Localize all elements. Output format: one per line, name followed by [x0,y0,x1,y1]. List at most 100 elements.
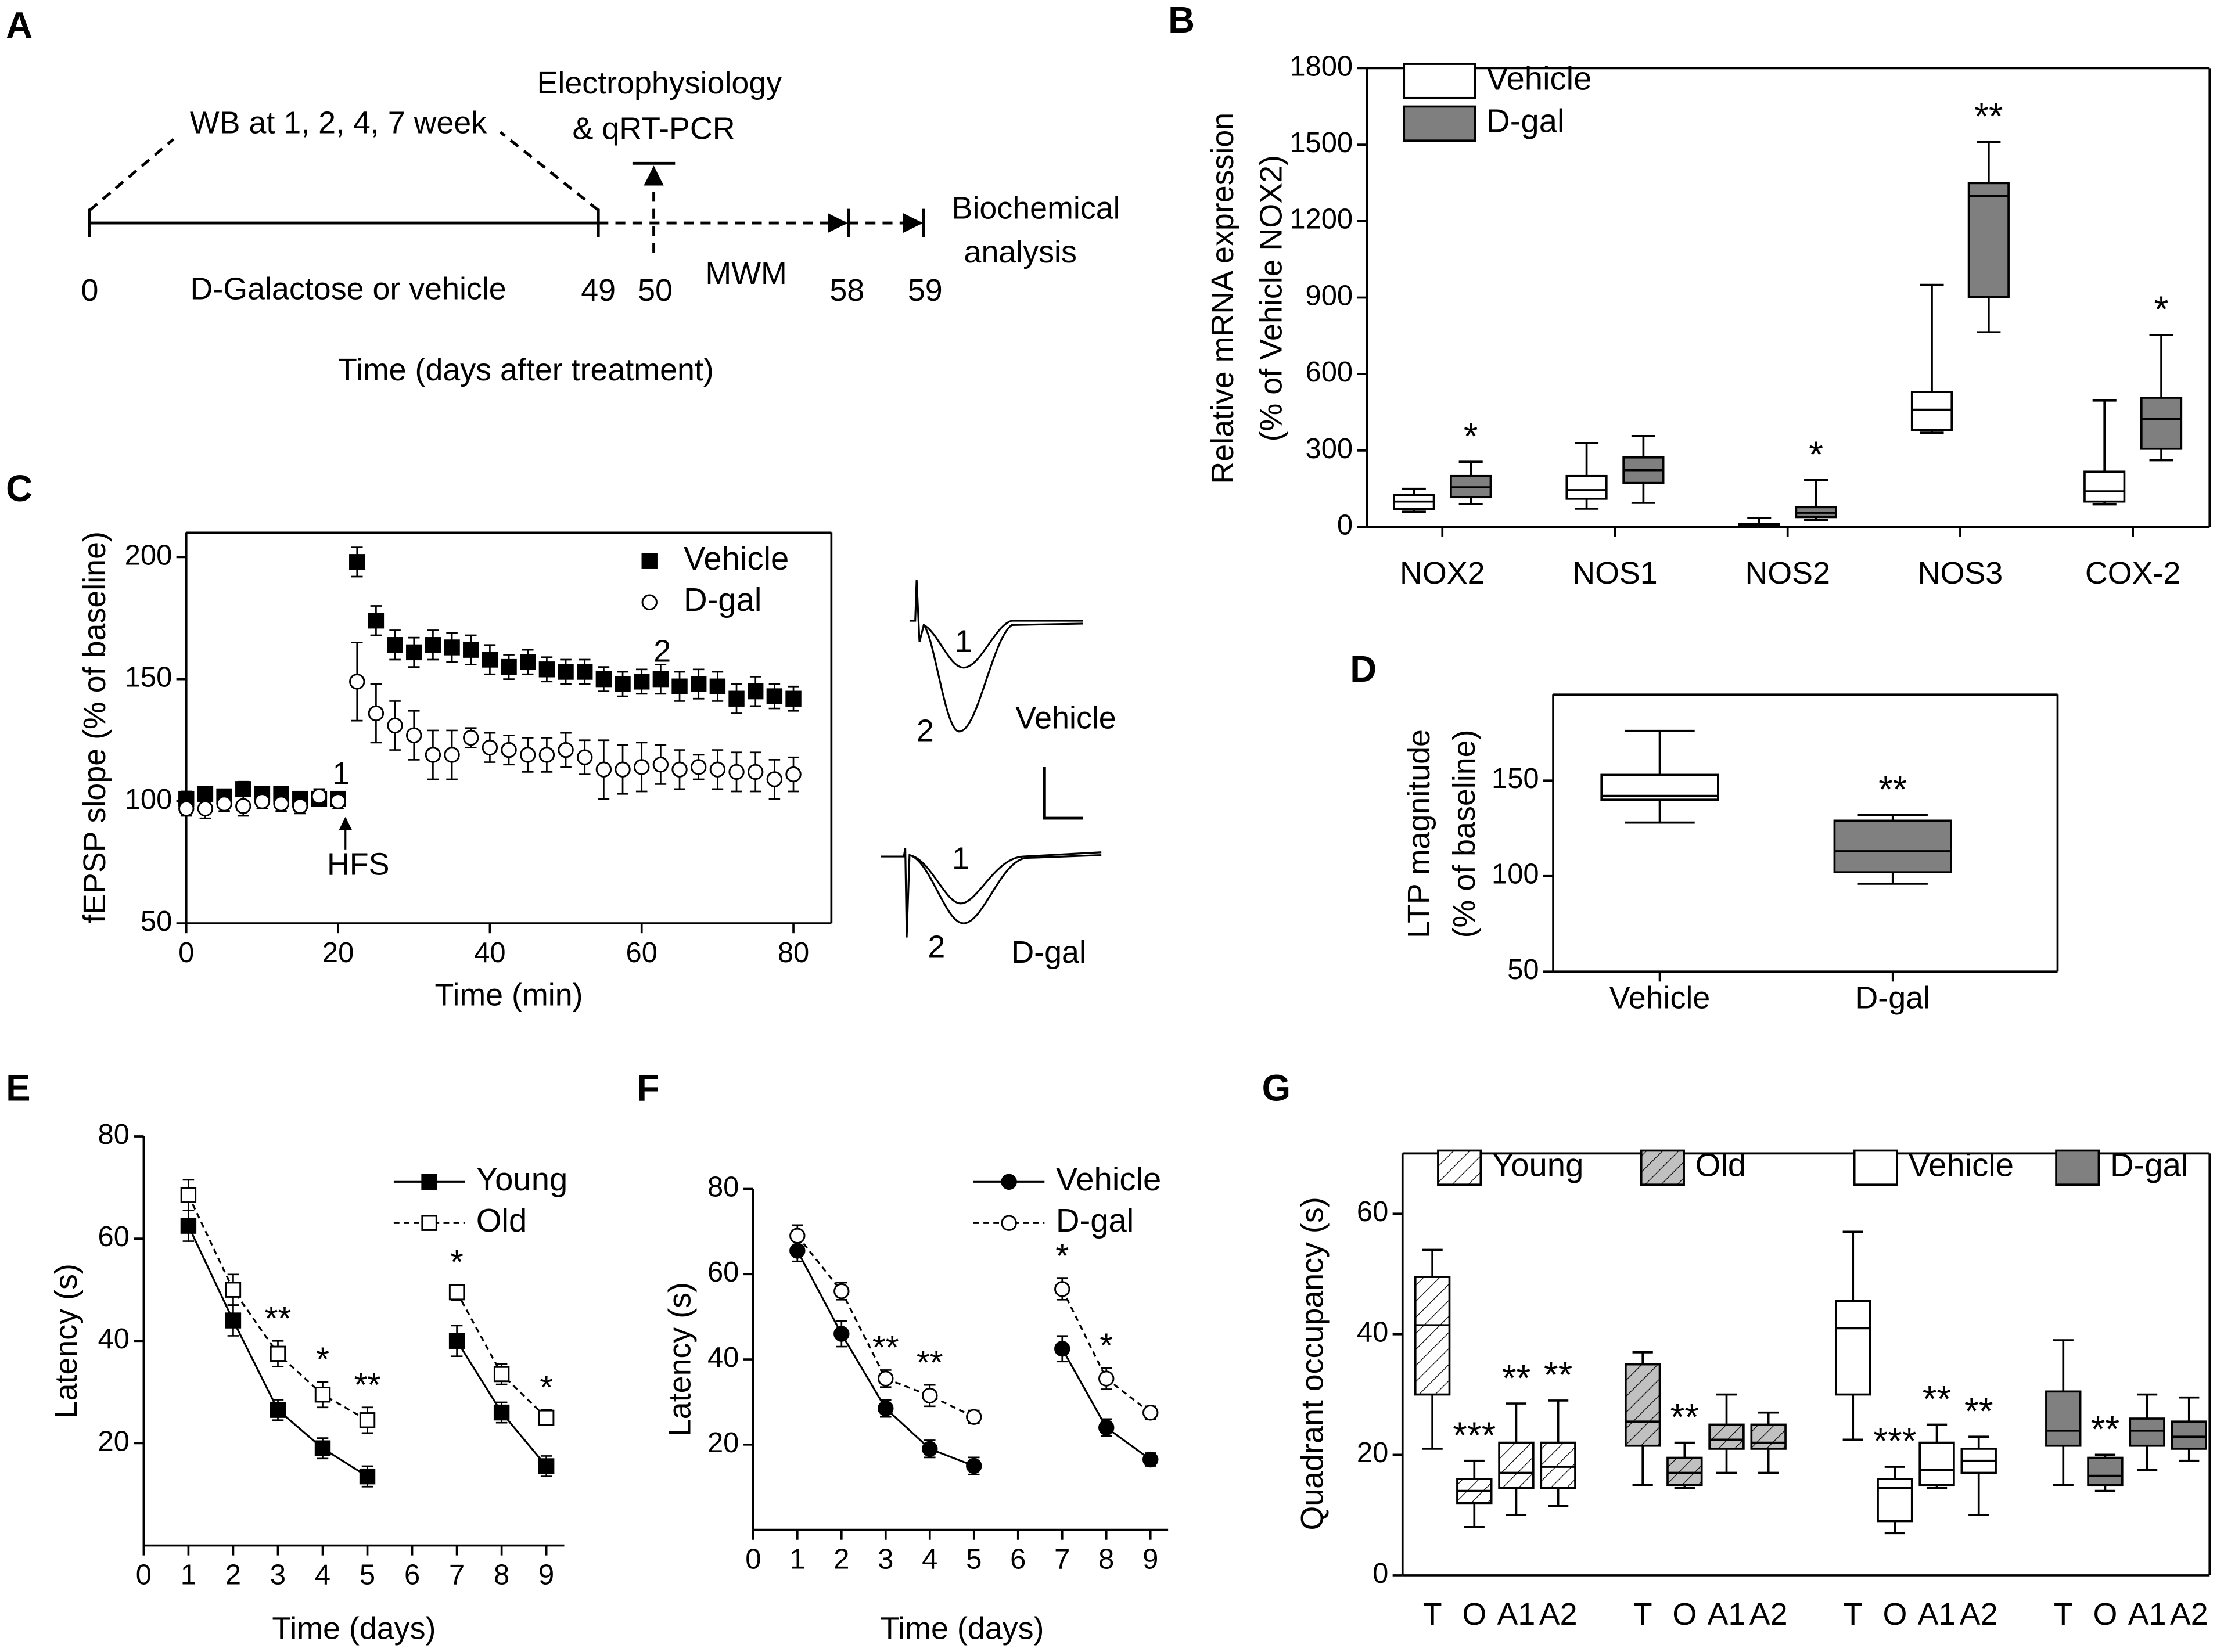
data-point [878,1370,894,1387]
x-tick-label: COX-2 [2085,556,2180,591]
timeline-text: Electrophysiology [537,66,782,100]
timeline-tick-label: 0 [81,273,98,308]
timeline-tick-label: 50 [638,273,673,308]
data-point [748,764,764,780]
legend-label: Old [1695,1147,1747,1183]
legend-label: Vehicle [1486,60,1591,96]
data-point [273,796,289,812]
panel-labels: A B C D E F G [6,0,1377,1109]
significance: ** [1878,769,1907,810]
data-point [178,800,195,817]
legend-label: D-gal [2110,1147,2188,1183]
x-tick-label: 9 [1142,1543,1158,1575]
data-point [448,1333,465,1349]
x-tick-label: 1 [181,1559,196,1590]
data-point [444,747,460,763]
x-tick-label: A2 [1960,1597,1998,1632]
significance: ** [2091,1409,2120,1450]
x-tick-label: 5 [360,1559,375,1590]
legend-swatch [1403,63,1476,99]
data-point [728,690,745,707]
legend-hatch [1641,1150,1684,1185]
data-point [595,761,612,778]
significance: * [1809,434,1823,475]
annotation: 2 [653,634,671,668]
trace-name: D-gal [1011,935,1086,970]
data-point [349,554,365,570]
y-tick-label: 40 [707,1342,739,1373]
data-point [691,676,707,692]
data-point [878,1400,894,1417]
data-point [709,761,726,778]
legend-label: Vehicle [1056,1161,1161,1197]
x-tick-label: 8 [1098,1543,1114,1575]
panel-label: G [1262,1068,1291,1109]
box [2083,470,2126,503]
timeline-text: Biochemical [952,190,1120,225]
timeline-xlabel: Time (days after treatment) [338,352,714,387]
y-tick-label: 0 [1337,509,1353,541]
box [2045,1390,2082,1447]
y-tick-label: 150 [1492,763,1539,794]
data-point [671,761,688,778]
data-point [785,766,802,783]
legend-label: Young [476,1161,568,1197]
legend-swatch [2055,1149,2100,1186]
data-point [180,1218,197,1234]
panel-label: C [6,468,33,509]
x-tick-label: 9 [538,1559,554,1590]
y-tick-label: 1500 [1289,127,1353,159]
data-point [444,639,460,656]
trace [909,854,1102,924]
data-point [833,1283,850,1300]
data-point [406,727,422,744]
y-tick-label: 20 [98,1426,130,1457]
box-hatch [1541,1442,1575,1488]
x-tick-label: 4 [315,1559,330,1590]
timeline-text: analysis [964,235,1077,269]
significance: * [450,1244,464,1282]
significance: * [316,1341,329,1379]
data-point [1054,1341,1070,1357]
x-tick-label: D-gal [1855,980,1930,1015]
data-point [216,796,232,812]
data-point [482,739,498,756]
data-point [197,800,214,817]
panel-label: A [6,5,33,46]
data-point [1098,1370,1115,1387]
data-point [558,664,574,680]
data-point [387,637,403,653]
significance: ** [1502,1358,1531,1399]
annotation: 1 [332,756,350,791]
box-hatch [1709,1424,1744,1449]
data-point [314,1387,331,1403]
significance: ** [1964,1391,1993,1432]
y-tick-label: 300 [1306,433,1353,465]
legend-label: D-gal [1056,1202,1134,1239]
legend-swatch [1853,1149,1898,1186]
data-point [538,1409,555,1426]
y-tick-label: 80 [707,1171,739,1203]
x-tick-label: T [1423,1597,1442,1632]
x-tick-label: NOX2 [1400,556,1485,591]
data-point [577,664,593,680]
significance: ** [1923,1379,1952,1420]
y-tick-label: 20 [707,1427,739,1459]
trace-labels: 1 2 Vehicle 1 2 D-gal [917,624,1116,970]
data-point [493,1404,510,1421]
x-tick-label: O [1882,1597,1907,1632]
x-tick-label: A2 [2170,1597,2208,1632]
significance: *** [1873,1421,1916,1462]
x-tick-label: 7 [449,1559,465,1590]
legend-marker [641,553,658,569]
data-point [359,1468,376,1485]
x-tick-label: 40 [474,937,505,969]
data-point [270,1345,286,1362]
y-axis-label: (% of Vehicle NOX2) [1253,155,1288,441]
x-tick-label: Vehicle [1609,980,1710,1015]
x-tick-label: 8 [494,1559,509,1590]
data-point [766,771,783,787]
legend-label: Old [476,1202,527,1239]
box [1565,474,1608,500]
